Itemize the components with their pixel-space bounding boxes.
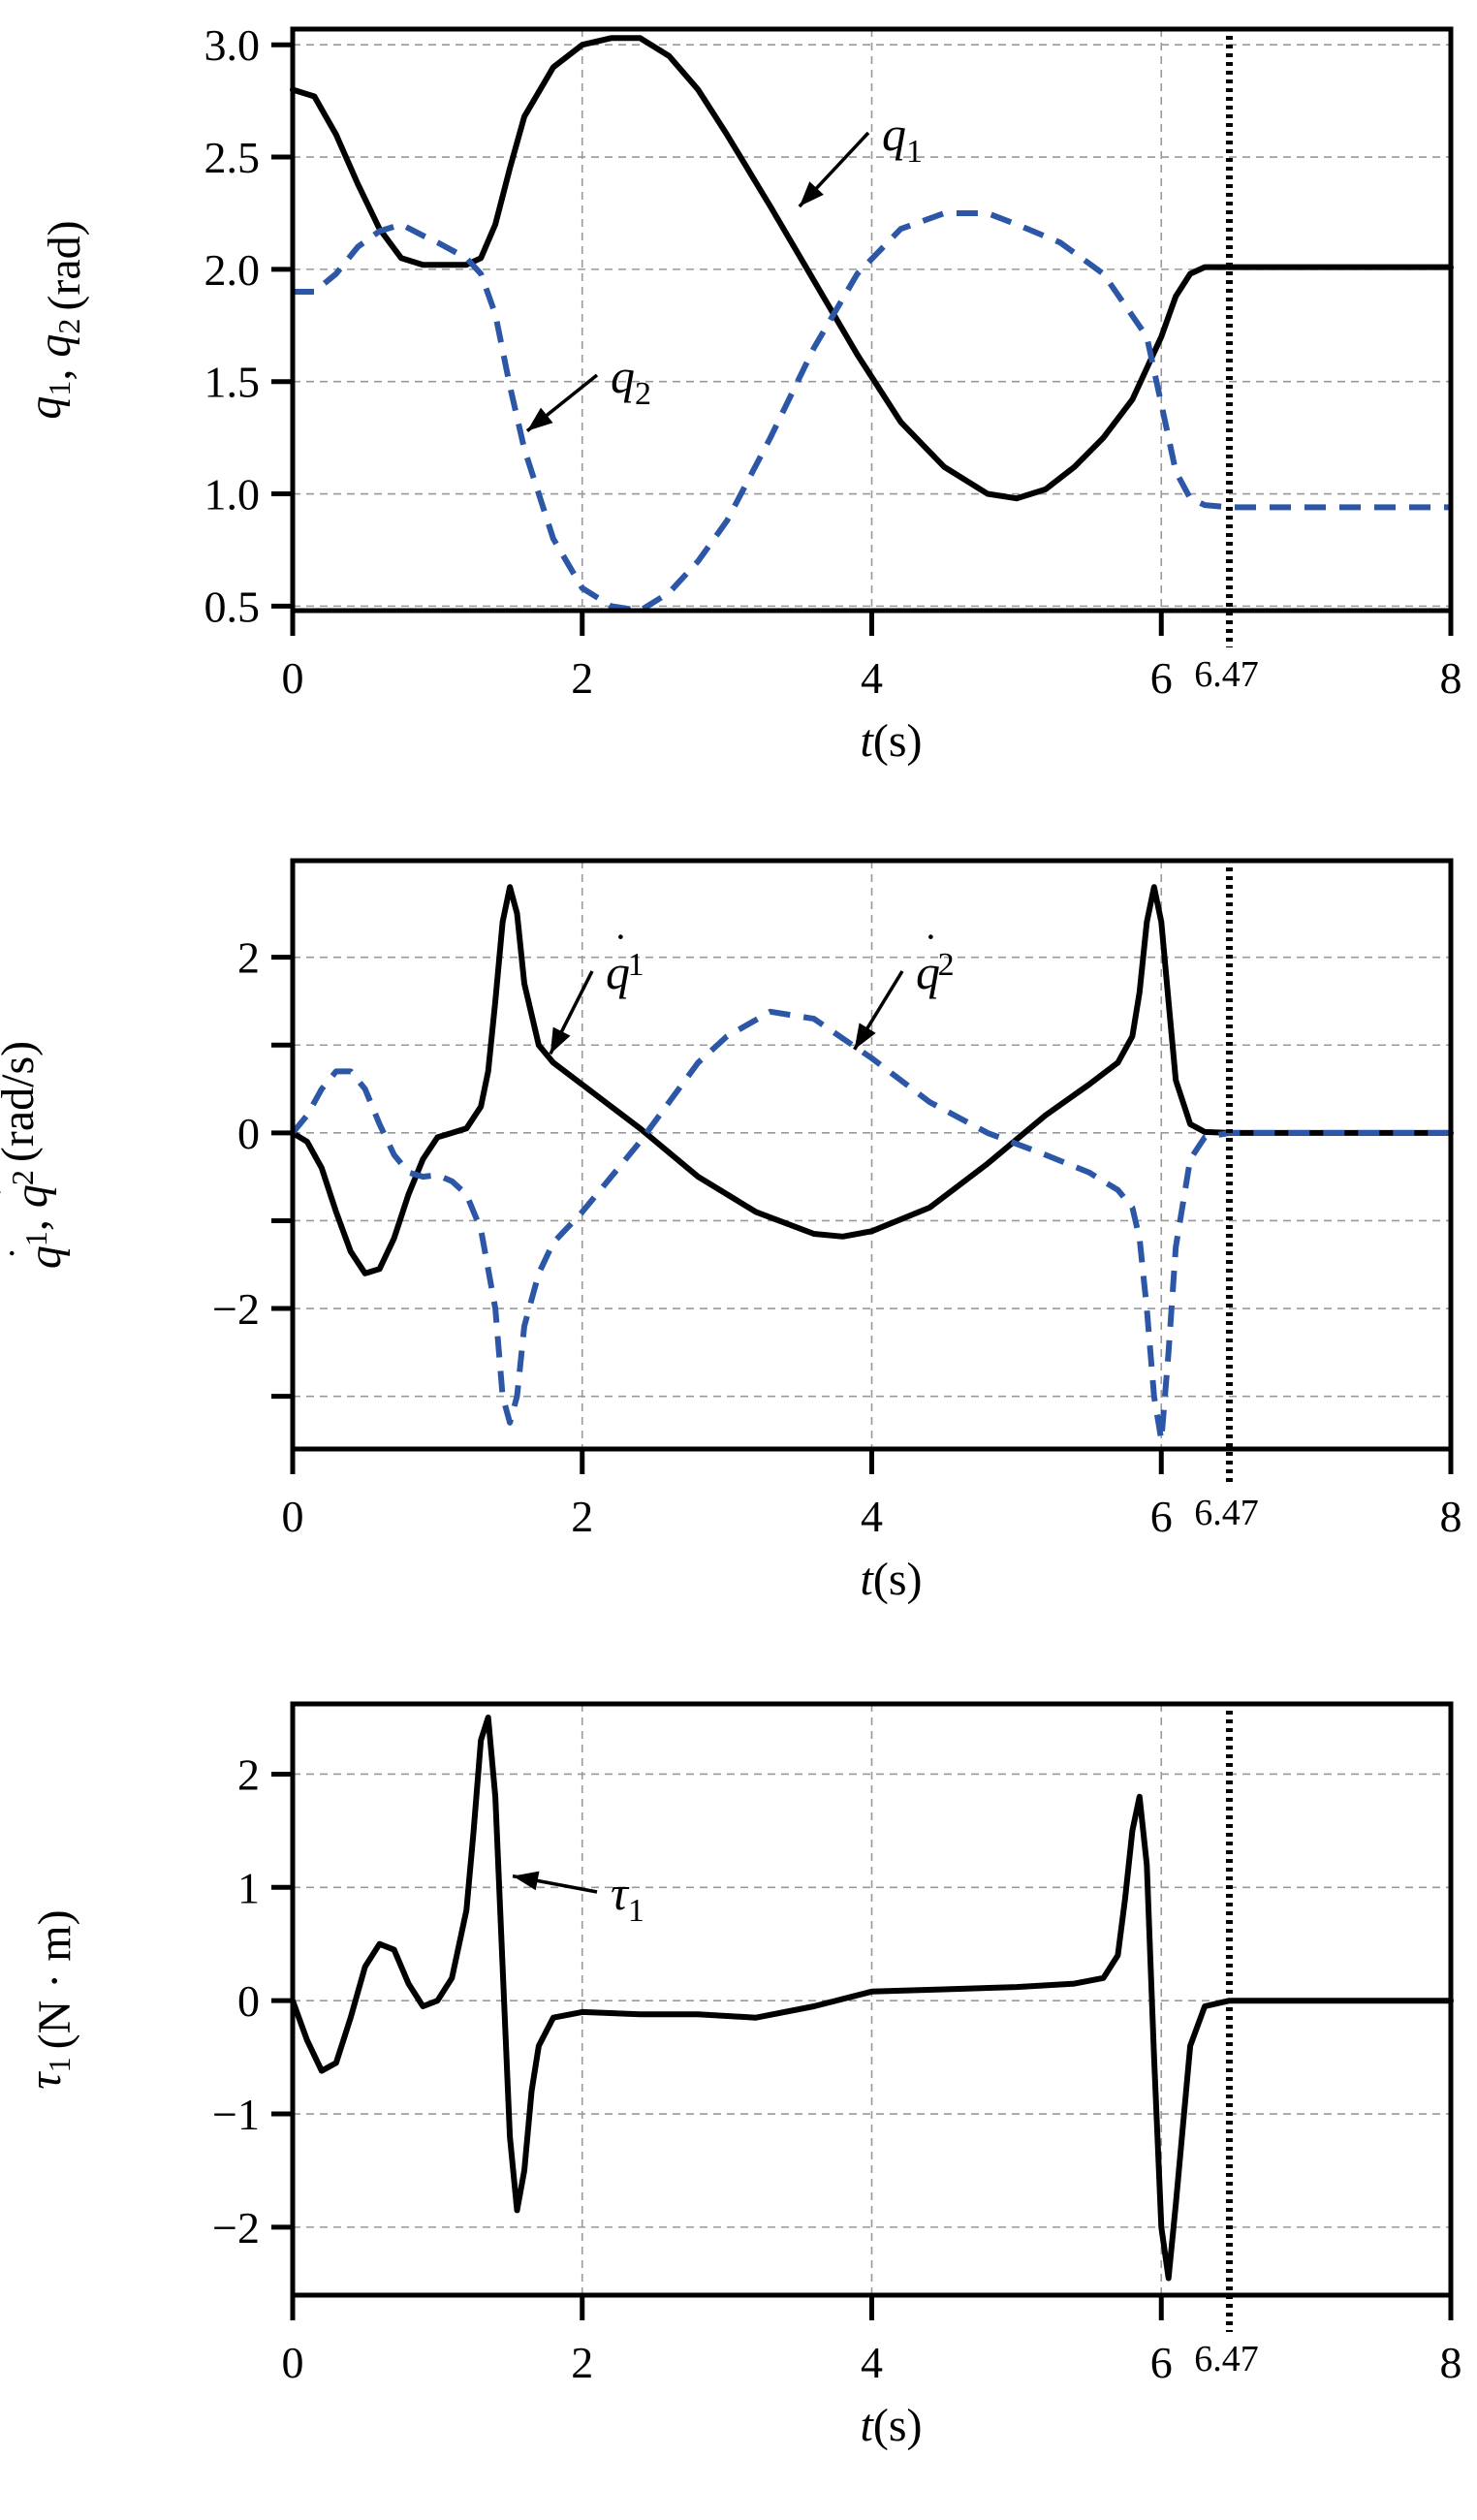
annotation-arrowhead	[854, 1023, 876, 1050]
marker-label: 6.47	[1194, 2339, 1259, 2379]
series-qdot2	[290, 1008, 1451, 1443]
y-tick-label: 0	[237, 1109, 260, 1158]
y-axis-label-unit: (rad)	[39, 220, 90, 310]
x-axis-label-var: t	[861, 1554, 875, 1605]
series-qdot1	[290, 884, 1454, 1276]
annotation-sub: 2	[635, 376, 651, 412]
annotation-var: q	[611, 349, 635, 403]
y-axis-label-var: q	[19, 396, 71, 420]
y-tick-label: 2.0	[204, 245, 261, 295]
annotation-var: q	[882, 107, 906, 161]
y-axis-label-sub: 1	[42, 2057, 77, 2072]
y-axis-label-comma: ,	[29, 358, 80, 381]
annotation-var: τ	[611, 1866, 630, 1920]
annotation-arrowhead	[799, 181, 824, 207]
annotation-arrowhead	[526, 407, 553, 431]
annotation-label: q1	[882, 107, 923, 170]
x-axis-label-unit: (s)	[873, 1554, 923, 1605]
x-tick-label: 4	[861, 2338, 883, 2387]
y-axis-label-unit: (rad/s)	[0, 1041, 44, 1162]
y-axis-label-sub: 1	[18, 1231, 53, 1246]
y-axis-label-sub: 2	[51, 319, 86, 334]
chart-panel-1: 6.470 2 4 6 80.51.01.52.02.53.0t(s)q1, q2(ra…	[19, 20, 1462, 767]
x-tick-label: 0	[282, 2338, 304, 2387]
annotation-var: q	[916, 945, 940, 999]
marker-label: 6.47	[1194, 1493, 1259, 1533]
x-tick-label: 2	[571, 653, 593, 703]
annotation-label: τ1	[611, 1866, 644, 1929]
annotation-label: q˙2	[916, 926, 955, 999]
y-tick-label: −2	[212, 2203, 260, 2252]
y-tick-label: 1.0	[204, 470, 261, 520]
annotation-sub: 1	[628, 947, 644, 983]
x-axis-label: t(s)	[861, 2400, 923, 2451]
x-tick-label: 8	[1440, 653, 1462, 703]
y-tick-label: −1	[212, 2090, 260, 2139]
x-tick-label: 0	[282, 653, 304, 703]
y-axis-label-sub: 1	[42, 381, 77, 396]
x-axis-label-unit: (s)	[873, 2400, 923, 2451]
y-tick-label: 2	[237, 1749, 260, 1799]
series-tau1	[290, 1715, 1454, 2282]
annotation-label: q˙1	[606, 926, 644, 999]
y-axis-label-var: q	[19, 1245, 71, 1269]
y-axis-label-var: q	[6, 1184, 57, 1208]
y-axis-label-dot: ˙	[2, 1246, 47, 1260]
y-tick-label: 0	[237, 1976, 260, 2026]
x-tick-label: 6	[1150, 653, 1173, 703]
x-tick-label: 6	[1150, 2338, 1173, 2387]
y-axis-label-dot: ˙	[0, 1185, 33, 1199]
annotation-sub: 2	[938, 947, 955, 983]
y-tick-label: 1	[237, 1863, 260, 1912]
x-axis-label: t(s)	[861, 1554, 923, 1605]
marker-label: 6.47	[1194, 654, 1259, 695]
y-axis-label-comma: ,	[6, 1208, 57, 1231]
annotation-arrowhead	[513, 1871, 540, 1891]
y-axis-label-sub: 2	[5, 1170, 40, 1185]
x-axis-label-var: t	[861, 2400, 875, 2451]
annotation-label: q2	[611, 349, 651, 412]
x-axis-label: t(s)	[861, 715, 923, 767]
x-tick-label: 2	[571, 1492, 593, 1541]
y-tick-label: 0.5	[204, 582, 261, 631]
annotation-dot: ˙	[613, 926, 628, 973]
y-tick-label: 1.5	[204, 358, 261, 407]
x-tick-label: 0	[282, 1492, 304, 1541]
y-tick-label: 2.5	[204, 133, 261, 182]
annotation-sub: 1	[628, 1893, 644, 1929]
annotation-arrowhead	[550, 1026, 571, 1055]
y-axis-label-unit: (N · m)	[29, 1909, 80, 2049]
x-tick-label: 8	[1440, 1492, 1462, 1541]
x-tick-label: 6	[1150, 1492, 1173, 1541]
x-tick-label: 4	[861, 1492, 883, 1541]
y-axis-label: τ1 (N · m)	[19, 1909, 80, 2089]
x-axis-label-var: t	[861, 715, 875, 767]
y-axis-label: q1, q2(rad)	[19, 220, 90, 419]
annotation-var: q	[606, 945, 630, 999]
x-tick-label: 4	[861, 653, 883, 703]
x-axis-label-unit: (s)	[873, 715, 923, 767]
series-q2	[293, 210, 1451, 614]
x-tick-label: 2	[571, 2338, 593, 2387]
annotation-sub: 1	[906, 134, 923, 170]
y-tick-label: 2	[237, 933, 260, 983]
x-tick-label: 8	[1440, 2338, 1462, 2387]
y-tick-label: 3.0	[204, 20, 261, 70]
y-tick-label: −2	[212, 1284, 260, 1334]
y-axis-label-var: τ	[19, 2071, 71, 2090]
y-axis-label: q˙1, q˙2(rad/s)	[0, 1041, 71, 1269]
annotation-dot: ˙	[924, 926, 938, 973]
y-axis-label-var: q	[29, 334, 80, 358]
